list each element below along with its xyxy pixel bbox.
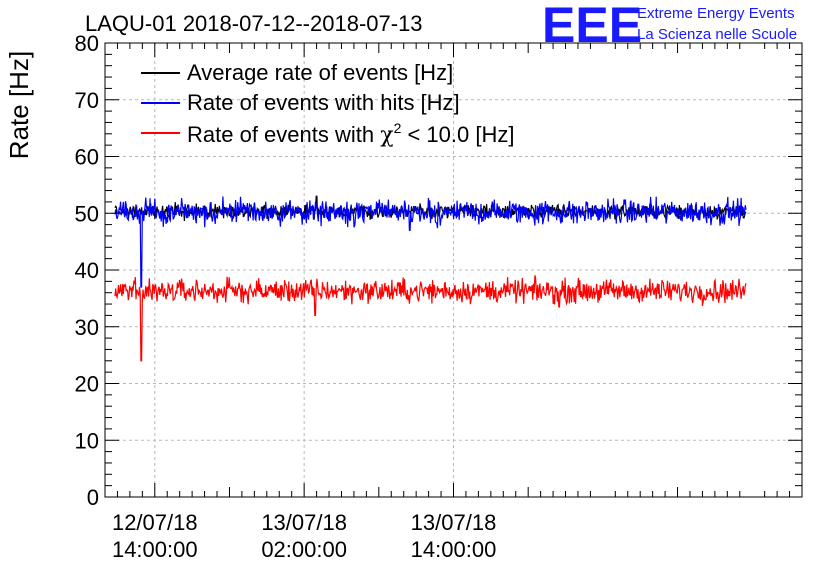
x-tick-time: 02:00:00 [261, 537, 347, 562]
x-tick-date: 13/07/18 [261, 510, 347, 535]
x-tick-time: 14:00:00 [112, 537, 198, 562]
legend-chi2-exponent: 2 [394, 120, 402, 136]
y-tick-label: 30 [75, 315, 99, 340]
y-axis-label: Rate [Hz] [4, 51, 34, 159]
legend-label-chi2: Rate of events with χ2 < 10.0 [Hz] [187, 120, 514, 148]
legend-label-hits: Rate of events with hits [Hz] [187, 90, 460, 115]
series-lines [114, 195, 747, 362]
eee-logo: EEE Extreme Energy Events La Scienza nel… [542, 0, 797, 53]
x-tick-date: 12/07/18 [112, 510, 198, 535]
y-tick-label: 60 [75, 145, 99, 170]
y-tick-labels: 0 10 20 30 40 50 60 70 80 [75, 31, 99, 510]
logo-letters: EEE [542, 0, 642, 53]
y-tick-label: 50 [75, 201, 99, 226]
x-tick-time: 14:00:00 [411, 537, 497, 562]
legend-label-average: Average rate of events [Hz] [187, 60, 453, 85]
y-tick-label: 40 [75, 258, 99, 283]
x-tick-labels: 12/07/1814:00:0013/07/1802:00:0013/07/18… [112, 510, 496, 562]
y-tick-label: 10 [75, 428, 99, 453]
x-tick-date: 13/07/18 [411, 510, 497, 535]
legend-chi2-prefix: Rate of events with [187, 122, 380, 147]
legend: Average rate of events [Hz] Rate of even… [141, 60, 514, 148]
axis-ticks [104, 42, 803, 498]
logo-line-1: Extreme Energy Events [637, 5, 795, 22]
y-tick-label: 70 [75, 88, 99, 113]
y-tick-label: 0 [87, 485, 99, 510]
logo-line-2: La Scienza nelle Scuole [637, 26, 797, 43]
series-line-chi2 [114, 275, 747, 362]
chart-title: LAQU-01 2018-07-12--2018-07-13 [85, 11, 423, 36]
legend-chi2-suffix: < 10.0 [Hz] [401, 122, 514, 147]
series-line-hits [114, 196, 747, 288]
y-tick-label: 80 [75, 31, 99, 56]
y-tick-label: 20 [75, 372, 99, 397]
legend-chi2-symbol: χ [380, 123, 393, 148]
